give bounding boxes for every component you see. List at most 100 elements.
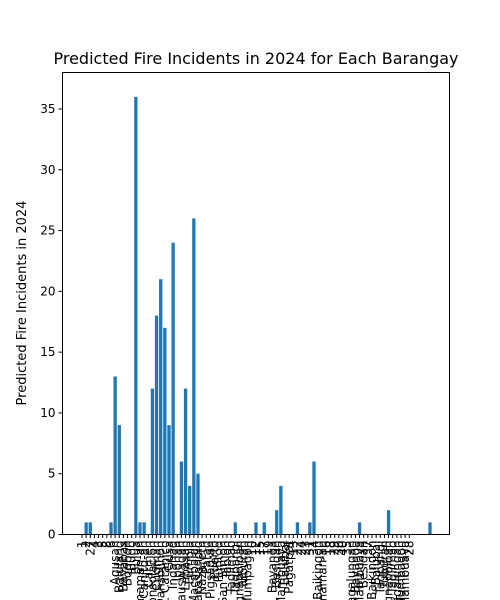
bar-26: [188, 485, 192, 535]
x-tick-label-62: 30: [332, 541, 346, 556]
x-tick-label-54: 23: [299, 541, 313, 556]
x-tick-label-47: Besigan: [270, 541, 284, 589]
bar-28: [196, 473, 200, 535]
x-tick-label-18: Cugman: [150, 541, 164, 591]
bar-19: [159, 279, 163, 535]
x-tick-label-60: 18: [324, 541, 338, 556]
x-tick-label-7: 6: [104, 541, 118, 549]
x-tick-label-5: 5: [96, 541, 110, 549]
x-tick-label-35: Tablon: [220, 541, 234, 581]
x-tick-label-79: 28: [402, 541, 416, 556]
x-tick-label-48: Mambuaya: [274, 541, 288, 600]
x-tick-label-19: Dansolihon: [154, 541, 168, 600]
x-tick-label-30: Patag: [199, 541, 213, 575]
x-tick-label-0: 1: [75, 541, 89, 549]
x-tick-label-28: Macasandig: [191, 541, 205, 600]
bar-13: [134, 96, 138, 535]
bar-8: [113, 376, 117, 535]
x-tick-label-13: Bulua: [129, 541, 143, 575]
x-tick-label-41: 10: [245, 541, 259, 556]
x-tick-label-59: 16: [319, 541, 333, 556]
x-tick-label-27: Macabalan: [187, 541, 201, 600]
x-tick-label-56: 34: [307, 541, 321, 556]
y-tick-label-35: 35: [40, 102, 55, 116]
x-tick-label-8: Agusan: [108, 541, 122, 586]
x-tick-label-21: Gusa: [162, 541, 176, 572]
x-tick-label-20: F. S. Catanico: [158, 541, 172, 600]
bar-15: [142, 522, 146, 535]
x-tick-label-51: 13: [286, 541, 300, 556]
chart-title: Predicted Fire Incidents in 2024 for Eac…: [53, 49, 458, 68]
x-tick-label-24: Kauswagan: [174, 541, 188, 600]
x-tick-label-76: Pagalungan: [390, 541, 404, 600]
x-tick-label-53: 24: [295, 541, 309, 556]
bar-2: [88, 522, 92, 535]
x-tick-label-17: Consolacion: [145, 541, 159, 600]
x-tick-label-3: 4: [87, 541, 101, 549]
x-tick-label-45: 19: [261, 541, 275, 556]
x-tick-label-15: Canito-an: [137, 541, 151, 599]
bar-52: [295, 522, 300, 535]
x-tick-label-78: Mambuaya: [398, 541, 412, 600]
bar-56: [312, 461, 316, 535]
bar-17: [150, 388, 155, 535]
x-tick-label-4: 3: [92, 541, 106, 549]
x-tick-label-63: 40: [336, 541, 350, 556]
bar-21: [167, 425, 171, 535]
bar-20: [163, 327, 167, 535]
bar-7: [109, 522, 113, 535]
y-tick-label-25: 25: [40, 224, 55, 238]
x-tick-label-10: Bayabas: [116, 541, 130, 592]
y-axis-label: Predicted Fire Incidents in 2024: [15, 201, 30, 406]
x-tick-label-46: Bayanga: [266, 541, 280, 594]
y-tick-label-10: 10: [40, 406, 55, 420]
bar-44: [262, 522, 266, 535]
bar-25: [183, 388, 188, 535]
x-tick-label-68: Besigan: [357, 541, 371, 589]
x-tick-label-39: Tuburan: [237, 541, 251, 590]
x-tick-label-52: 22: [290, 541, 304, 556]
x-tick-label-6: 8: [100, 541, 114, 549]
y-tick-label-5: 5: [48, 467, 56, 481]
bar-18: [154, 315, 159, 535]
x-tick-label-37: Tagpangi: [228, 541, 242, 596]
x-tick-label-32: Puerto: [208, 541, 222, 580]
x-tick-label-44: 17: [257, 541, 271, 556]
bar-67: [357, 522, 362, 535]
x-tick-label-33: Puntod: [212, 541, 226, 583]
bar-27: [192, 218, 196, 535]
x-axis-ticks: 122743586AgusanBalulangBayabasBonbonBugo…: [75, 534, 416, 600]
bar-55: [308, 522, 312, 535]
x-tick-label-57: Baikingon: [311, 541, 325, 600]
x-tick-label-69: 37: [361, 541, 375, 556]
x-tick-label-38: Tignapoloan: [232, 541, 246, 600]
x-tick-label-42: 12: [249, 541, 263, 556]
x-tick-label-65: Pagalungan: [344, 541, 358, 600]
bar-9: [117, 425, 121, 535]
x-tick-label-72: Tagpangi: [373, 541, 387, 596]
x-tick-label-55: 31: [303, 541, 317, 556]
bar-74: [386, 510, 391, 535]
x-tick-label-43: 15: [253, 541, 267, 556]
bar-1: [84, 522, 88, 535]
y-tick-label-0: 0: [48, 528, 56, 542]
x-tick-label-9: Balulang: [112, 541, 126, 593]
bar-37: [233, 522, 237, 535]
x-tick-label-1: 2: [79, 541, 93, 549]
bar-22: [171, 242, 175, 535]
bar-14: [138, 522, 142, 535]
bar-24: [179, 461, 184, 535]
x-tick-label-16: Carmen: [141, 541, 155, 588]
y-axis-ticks: 0 5 10 15 20 25 30 35: [40, 102, 63, 542]
x-tick-label-36: Taglimao: [224, 541, 238, 595]
x-tick-label-26: Lumbia: [183, 541, 197, 585]
x-tick-label-66: Bayanga: [348, 541, 362, 594]
x-tick-label-25: Lapasan: [179, 541, 193, 591]
bars-group: [84, 96, 432, 535]
x-tick-label-12: Bugo: [125, 541, 139, 572]
x-tick-label-31: Pigsag-an: [203, 541, 217, 599]
x-tick-label-58: Camaman-an: [315, 541, 329, 600]
bar-47: [275, 510, 279, 535]
